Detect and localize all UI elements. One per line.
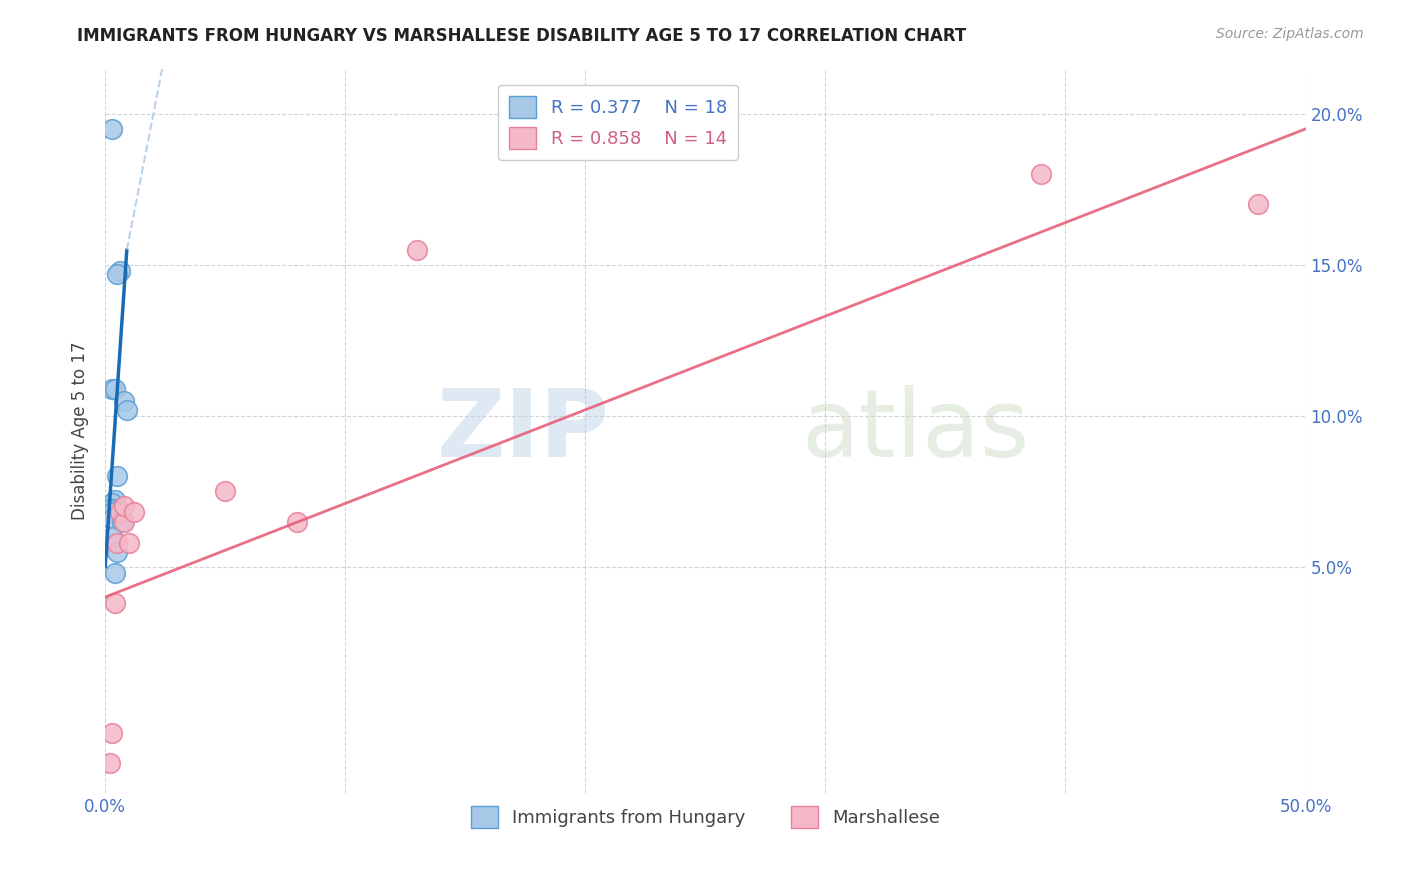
Point bbox=[101, 502, 124, 516]
Point bbox=[108, 264, 131, 278]
Point bbox=[105, 267, 128, 281]
Point bbox=[101, 382, 124, 396]
Point bbox=[1246, 197, 1268, 211]
Text: atlas: atlas bbox=[801, 385, 1029, 477]
Point bbox=[101, 726, 124, 740]
Point bbox=[214, 484, 236, 499]
Point bbox=[112, 500, 135, 514]
Point bbox=[111, 515, 134, 529]
Text: IMMIGRANTS FROM HUNGARY VS MARSHALLESE DISABILITY AGE 5 TO 17 CORRELATION CHART: IMMIGRANTS FROM HUNGARY VS MARSHALLESE D… bbox=[77, 27, 966, 45]
Point bbox=[101, 511, 124, 525]
Point bbox=[105, 469, 128, 483]
Point bbox=[104, 493, 127, 508]
Point bbox=[98, 756, 121, 771]
Point bbox=[105, 535, 128, 549]
Point bbox=[118, 535, 141, 549]
Point bbox=[104, 382, 127, 396]
Point bbox=[108, 506, 131, 520]
Point bbox=[98, 502, 121, 516]
Point bbox=[112, 515, 135, 529]
Point bbox=[104, 596, 127, 610]
Point bbox=[104, 566, 127, 580]
Legend: Immigrants from Hungary, Marshallese: Immigrants from Hungary, Marshallese bbox=[464, 798, 948, 835]
Point bbox=[112, 393, 135, 408]
Point bbox=[101, 122, 124, 136]
Point bbox=[105, 545, 128, 559]
Point bbox=[406, 243, 429, 257]
Text: Source: ZipAtlas.com: Source: ZipAtlas.com bbox=[1216, 27, 1364, 41]
Point bbox=[101, 506, 124, 520]
Point bbox=[101, 530, 124, 544]
Point bbox=[101, 496, 124, 510]
Point bbox=[122, 506, 145, 520]
Point bbox=[115, 402, 138, 417]
Point bbox=[285, 515, 308, 529]
Text: ZIP: ZIP bbox=[436, 385, 609, 477]
Y-axis label: Disability Age 5 to 17: Disability Age 5 to 17 bbox=[72, 342, 89, 520]
Point bbox=[1031, 167, 1053, 181]
